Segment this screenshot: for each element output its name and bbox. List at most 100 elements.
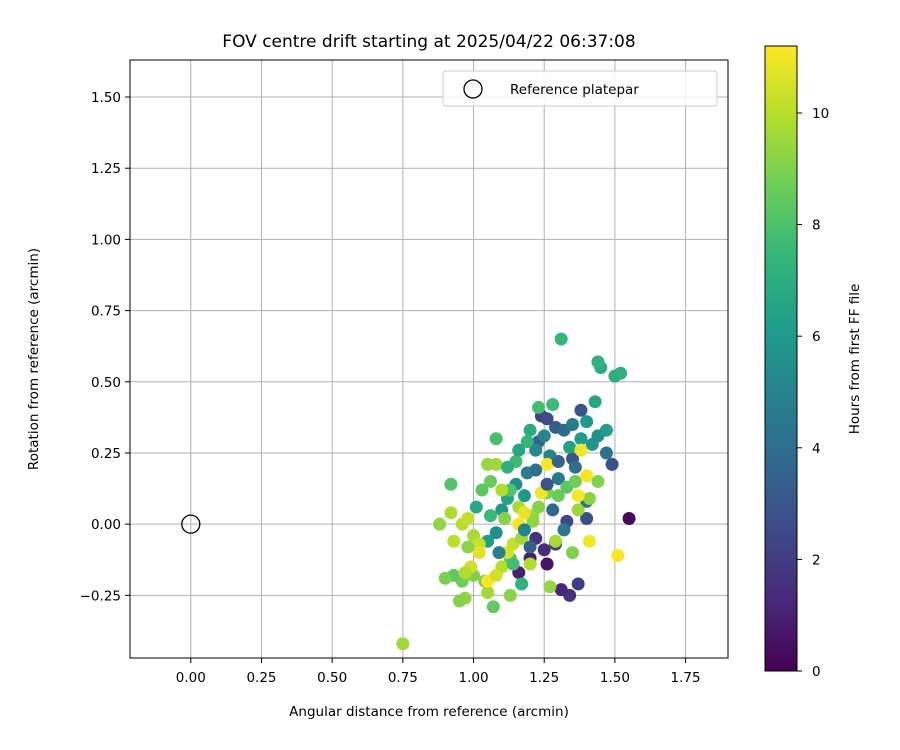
scatter-point: [458, 566, 472, 580]
scatter-point: [529, 463, 543, 477]
x-tick-label: 1.00: [459, 670, 489, 686]
y-tick-label: −0.25: [80, 588, 121, 604]
reference-platepar-marker: [181, 514, 201, 534]
scatter-point: [532, 500, 546, 514]
scatter-point: [568, 460, 582, 474]
legend-box: [442, 70, 718, 107]
scatter-point: [503, 588, 517, 602]
y-tick-label: 0.00: [91, 517, 121, 533]
x-tick-label: 0.25: [246, 670, 276, 686]
y-tick-label: 0.50: [91, 375, 121, 391]
scatter-point: [580, 415, 594, 429]
scatter-point: [483, 474, 497, 488]
scatter-point: [520, 435, 534, 449]
y-tick-label: 0.75: [91, 304, 121, 320]
y-tick-label: 1.00: [91, 232, 121, 248]
scatter-point: [489, 568, 503, 582]
scatter-point: [506, 557, 520, 571]
colorbar-tick-label: 2: [812, 552, 821, 568]
data-points: [396, 332, 636, 651]
scatter-point: [611, 548, 625, 562]
x-tick-label: 0.00: [176, 670, 206, 686]
x-axis-label: Angular distance from reference (arcmin): [289, 704, 569, 720]
scatter-point: [529, 443, 543, 457]
scatter-point: [551, 472, 565, 486]
scatter-point: [546, 503, 560, 517]
scatter-point: [554, 583, 568, 597]
scatter-point: [461, 540, 475, 554]
scatter-point: [571, 489, 585, 503]
scatter-point: [571, 577, 585, 591]
colorbar-tick-label: 6: [812, 329, 821, 345]
scatter-point: [543, 580, 557, 594]
scatter-point: [580, 511, 594, 525]
x-tick-label: 1.50: [600, 670, 630, 686]
scatter-point: [489, 457, 503, 471]
y-axis-ticks: −0.25 0.00 0.25 0.50 0.75 1.00 1.25 1.50: [80, 90, 130, 604]
y-axis-label: Rotation from reference (arcmin): [26, 248, 42, 470]
x-tick-label: 0.50: [317, 670, 347, 686]
scatter-point: [523, 423, 537, 437]
scatter-point: [599, 446, 613, 460]
y-tick-label: 0.25: [91, 446, 121, 462]
legend-marker-icon: [463, 79, 483, 99]
scatter-point: [472, 546, 486, 560]
scatter-point: [438, 571, 452, 585]
plot-frame: [129, 59, 729, 659]
scatter-point: [546, 398, 560, 412]
legend-label: Reference platepar: [510, 82, 639, 98]
legend: Reference platepar: [442, 70, 718, 107]
scatter-point: [549, 534, 563, 548]
scatter-point: [433, 517, 447, 531]
scatter-point: [517, 506, 531, 520]
scatter-point: [517, 523, 531, 537]
grid-lines: [130, 60, 728, 658]
scatter-point: [551, 455, 565, 469]
scatter-point: [540, 457, 554, 471]
scatter-point: [492, 546, 506, 560]
scatter-point: [452, 594, 466, 608]
scatter-point: [396, 637, 410, 651]
scatter-point: [574, 443, 588, 457]
scatter-point: [444, 506, 458, 520]
scatter-point: [551, 489, 565, 503]
y-tick-label: 1.50: [91, 90, 121, 106]
scatter-point: [537, 543, 551, 557]
scatter-point: [588, 395, 602, 409]
scatter-point: [469, 500, 483, 514]
scatter-point: [591, 474, 605, 488]
scatter-point: [582, 534, 596, 548]
scatter-point: [517, 489, 531, 503]
scatter-point: [515, 577, 529, 591]
scatter-point: [591, 429, 605, 443]
x-tick-label: 1.25: [529, 670, 559, 686]
scatter-point: [568, 474, 582, 488]
x-axis-ticks: 0.00 0.25 0.50 0.75 1.00 1.25 1.50 1.75: [176, 658, 701, 686]
scatter-point: [574, 432, 588, 446]
colorbar: [764, 45, 798, 672]
colorbar-tick-label: 4: [812, 441, 821, 457]
colorbar-tick-label: 0: [812, 664, 821, 680]
scatter-point: [475, 483, 489, 497]
scatter-point: [444, 477, 458, 491]
scatter-point: [591, 355, 605, 369]
scatter-point: [523, 540, 537, 554]
scatter-point: [574, 403, 588, 417]
scatter-point: [532, 400, 546, 414]
scatter-point: [526, 514, 540, 528]
scatter-point: [565, 546, 579, 560]
scatter-point: [571, 503, 585, 517]
reference-marker-layer: [181, 514, 201, 534]
y-tick-label: 1.25: [91, 161, 121, 177]
scatter-point: [540, 477, 554, 491]
scatter-point: [500, 460, 514, 474]
scatter-point: [461, 511, 475, 525]
x-tick-label: 0.75: [388, 670, 418, 686]
colorbar-ticks: 0 2 4 6 8 10: [797, 106, 829, 680]
chart-title: FOV centre drift starting at 2025/04/22 …: [222, 32, 635, 52]
scatter-point: [563, 440, 577, 454]
scatter-point: [481, 586, 495, 600]
colorbar-label: Hours from first FF file: [847, 284, 863, 435]
scatter-point: [614, 366, 628, 380]
